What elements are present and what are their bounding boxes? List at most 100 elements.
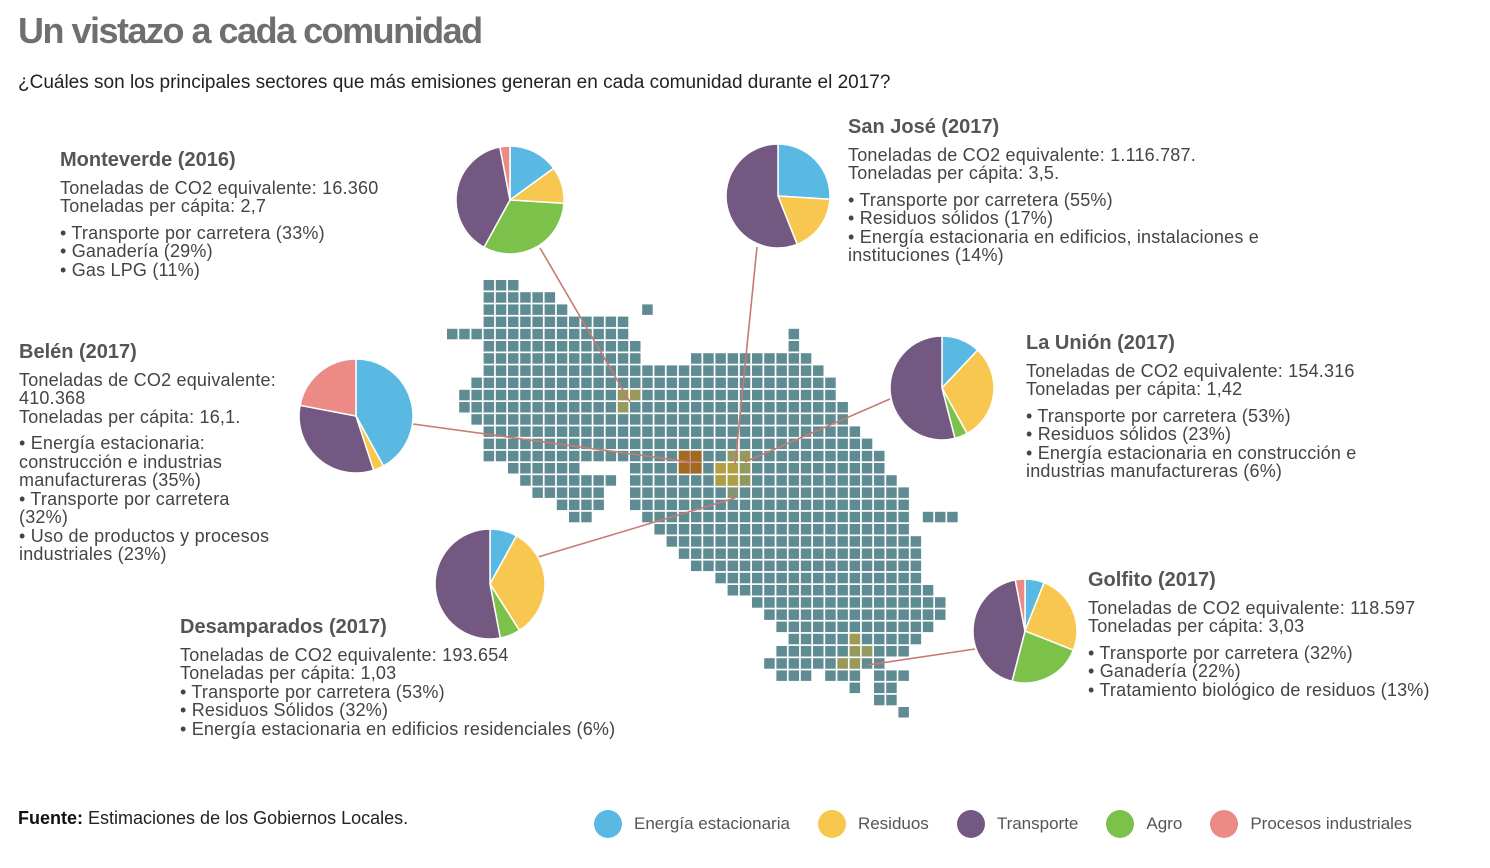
map-cell [691, 426, 702, 437]
map-cell [715, 511, 726, 523]
map-cell [447, 328, 458, 340]
top-sectors-list: Energía estacionaria: construcción e ind… [19, 434, 279, 564]
stat-line: Toneladas de CO2 equivalente: 410.368 [19, 369, 276, 408]
map-cell [849, 426, 861, 437]
map-cell [898, 487, 909, 498]
map-cell [630, 377, 641, 389]
map-cell [654, 524, 665, 535]
map-cell [886, 511, 897, 523]
map-cell [776, 572, 787, 584]
map-cell [910, 536, 922, 547]
map-cell [825, 646, 836, 657]
map-cell [459, 402, 470, 413]
top-sectors-list: Transporte por carretera (33%)Ganadería … [60, 223, 440, 280]
map-cell [520, 292, 531, 303]
map-highlight-cell [739, 463, 751, 474]
map-cell [459, 328, 470, 340]
map-cell [764, 585, 775, 596]
map-cell [898, 633, 909, 645]
map-cell [886, 682, 897, 694]
map-cell [813, 658, 824, 669]
map-cell [459, 389, 470, 401]
map-cell [617, 353, 629, 364]
map-cell [837, 621, 848, 633]
map-cell [886, 633, 897, 645]
map-cell [666, 414, 678, 425]
map-cell [800, 658, 812, 669]
map-cell [495, 328, 507, 340]
map-cell [508, 280, 519, 291]
map-cell [715, 536, 726, 547]
map-cell [569, 389, 580, 401]
pie-slice-belen-procesos [299, 358, 357, 417]
map-cell [788, 402, 800, 413]
community-name: San José (2017) [848, 116, 1000, 138]
map-cell [898, 597, 909, 608]
map-cell [813, 572, 824, 584]
map-cell [776, 670, 787, 681]
map-cell [532, 475, 543, 486]
map-cell [776, 511, 787, 523]
map-cell [483, 438, 495, 450]
map-cell [898, 572, 909, 584]
map-cell [715, 414, 726, 425]
map-cell [678, 524, 690, 535]
map-cell [678, 548, 690, 559]
map-cell [788, 548, 800, 559]
map-cell [508, 450, 519, 462]
map-cell [532, 414, 543, 425]
page-subtitle: ¿Cuáles son los principales sectores que… [18, 72, 891, 93]
map-cell [752, 524, 763, 535]
map-cell [703, 560, 714, 572]
stat-line: Toneladas de CO2 equivalente: 118.597 [1088, 597, 1416, 618]
sector-item: Residuos Sólidos (32%) [180, 701, 680, 720]
map-cell [825, 670, 836, 681]
map-cell [654, 487, 665, 498]
map-cell [739, 475, 751, 486]
map-cell [825, 487, 836, 498]
map-cell [654, 377, 665, 389]
map-cell [727, 414, 739, 425]
map-cell [898, 670, 909, 681]
map-cell [898, 609, 909, 620]
legend-swatch [1210, 810, 1239, 838]
pie-slice-sanjose-energia [777, 143, 831, 201]
map-cell [825, 475, 836, 486]
map-cell [691, 487, 702, 498]
map-cell [581, 341, 592, 352]
pie-slice-launion-residuos [941, 349, 995, 435]
map-cell [581, 511, 592, 523]
map-cell [849, 524, 861, 535]
map-cell [739, 548, 751, 559]
map-cell [849, 511, 861, 523]
map-cell [508, 426, 519, 437]
map-cell [837, 475, 848, 486]
map-cell [874, 511, 885, 523]
map-cell [825, 536, 836, 547]
map-cell [544, 292, 556, 303]
map-cell [654, 450, 665, 462]
map-cell [788, 609, 800, 620]
map-cell [495, 280, 507, 291]
map-cell [666, 475, 678, 486]
map-cell [569, 328, 580, 340]
map-cell [691, 499, 702, 511]
map-cell [556, 328, 568, 340]
map-cell [630, 438, 641, 450]
map-cell [483, 328, 495, 340]
map-cell [691, 438, 702, 450]
map-cell [861, 475, 873, 486]
map-cell [813, 365, 824, 376]
map-cell [849, 572, 861, 584]
map-cell [764, 487, 775, 498]
map-cell [825, 658, 836, 669]
map-cell [666, 377, 678, 389]
top-sectors-list: Transporte por carretera (32%)Ganadería … [1088, 643, 1478, 700]
map-cell [605, 414, 617, 425]
map-cell [727, 365, 739, 376]
map-cell [788, 475, 800, 486]
map-cell [874, 487, 885, 498]
pie-launion [889, 335, 995, 441]
map-cell [642, 463, 653, 474]
map-cell [483, 414, 495, 425]
